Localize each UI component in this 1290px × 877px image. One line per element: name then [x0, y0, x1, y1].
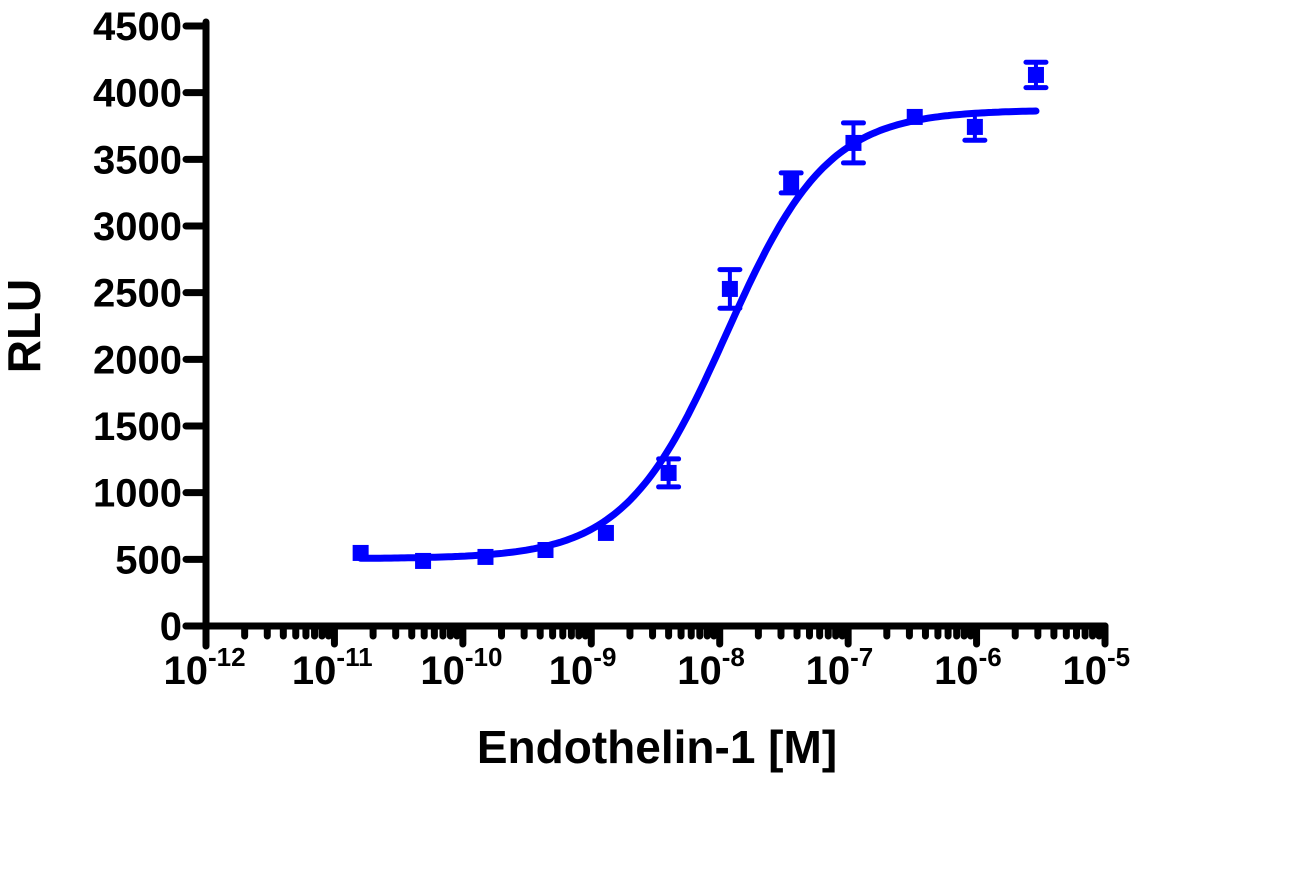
data-point	[656, 456, 682, 490]
x-axis-title: Endothelin-1 [M]	[477, 721, 837, 773]
x-tick-label: 10 -11	[292, 642, 373, 693]
x-tick-label: 10 -7	[806, 642, 874, 693]
x-tick-label: 10 -9	[549, 642, 617, 693]
data-point	[840, 120, 866, 166]
svg-text:-12: -12	[208, 642, 246, 672]
y-tick-label: 2000	[93, 338, 182, 382]
fit-curve	[357, 107, 1040, 562]
svg-text:10: 10	[1063, 649, 1108, 693]
data-point	[352, 544, 369, 561]
svg-text:10: 10	[549, 649, 594, 693]
y-axis: 0 500 1000 1500 2000 2500 3000 3500 4000 4500	[93, 5, 210, 650]
data-point	[717, 267, 743, 311]
svg-text:-11: -11	[336, 642, 372, 672]
svg-text:-9: -9	[593, 642, 616, 672]
svg-text:-7: -7	[850, 642, 873, 672]
data-point	[778, 170, 804, 196]
y-tick-label: 0	[160, 605, 182, 649]
y-tick-label: 2500	[93, 272, 182, 316]
x-tick-label: 10 -5	[1063, 642, 1131, 693]
x-tick-label: 10 -6	[934, 642, 1002, 693]
y-tick-label: 3000	[93, 205, 182, 249]
svg-text:10: 10	[934, 649, 979, 693]
data-points	[352, 59, 1049, 569]
y-tick-label: 4000	[93, 72, 182, 116]
data-point	[597, 524, 614, 541]
y-tick-label: 1500	[93, 405, 182, 449]
y-axis-title: RLU	[0, 279, 50, 374]
svg-text:10: 10	[292, 649, 337, 693]
x-tick-label: 10 -12	[164, 642, 246, 693]
y-tick-label: 500	[115, 538, 182, 582]
x-tick-label: 10 -10	[420, 642, 502, 693]
svg-text:10: 10	[806, 649, 851, 693]
data-point	[906, 108, 923, 125]
y-tick-label: 3500	[93, 138, 182, 182]
data-point	[537, 542, 554, 558]
data-point	[415, 552, 432, 569]
svg-text:-8: -8	[722, 642, 745, 672]
x-axis: 10 -12 10 -11 10 -10 10 -9 10 -8 10 -7 10 -6 10 -5	[164, 622, 1131, 693]
x-tick-label: 10 -8	[677, 642, 745, 693]
y-tick-label: 1000	[93, 472, 182, 516]
svg-text:10: 10	[420, 649, 465, 693]
svg-text:-10: -10	[465, 642, 503, 672]
svg-text:-6: -6	[979, 642, 1002, 672]
data-point	[1023, 59, 1049, 91]
svg-text:-5: -5	[1107, 642, 1130, 672]
y-tick-label: 4500	[93, 5, 182, 49]
svg-text:10: 10	[677, 649, 722, 693]
svg-text:10: 10	[164, 649, 209, 693]
data-point	[962, 111, 988, 143]
data-point	[477, 548, 494, 565]
